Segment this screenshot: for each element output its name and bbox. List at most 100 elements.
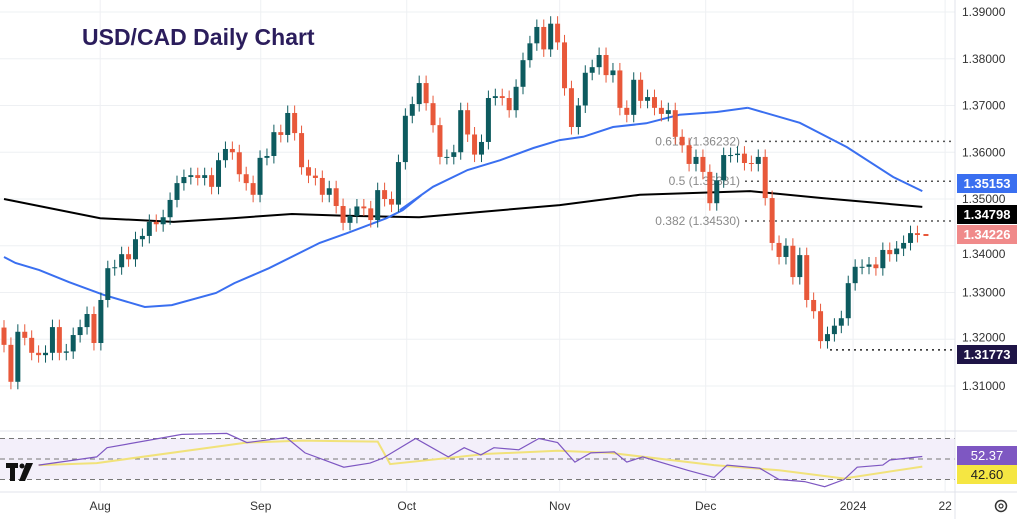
ma200-line: [3, 190, 923, 223]
candle-down: [368, 208, 374, 221]
y-tick-label: 1.38000: [962, 52, 1006, 66]
candle-up: [845, 283, 851, 319]
ma50-line: [3, 194, 422, 309]
candle-up: [139, 235, 145, 240]
candle-down: [679, 136, 685, 146]
candle-down: [638, 79, 644, 101]
candle-up: [824, 334, 830, 342]
candle-up: [264, 155, 270, 158]
y-tick-label: 1.32000: [962, 330, 1006, 344]
candle-up: [783, 245, 789, 257]
candle-up: [105, 268, 111, 300]
candle-down: [361, 206, 367, 209]
candle-up: [548, 23, 554, 50]
candle-down: [209, 175, 215, 187]
candle-up: [160, 217, 166, 225]
candle-up: [63, 351, 69, 353]
candle-up: [112, 267, 118, 269]
x-tick-label: Nov: [549, 499, 570, 513]
candle-up: [838, 318, 844, 326]
candle-down: [541, 26, 547, 50]
candle-up: [181, 177, 187, 184]
candle-up: [735, 153, 741, 156]
candle-up: [444, 156, 450, 158]
candle-down: [333, 188, 339, 207]
candle-up: [15, 331, 21, 382]
candle-down: [741, 153, 747, 164]
candle-up: [167, 199, 173, 218]
candle-up: [721, 155, 727, 181]
x-tick-label: Oct: [397, 499, 416, 513]
candle-down: [707, 171, 713, 204]
candle-up: [257, 157, 263, 195]
candle-up: [395, 162, 401, 205]
candle-up: [797, 255, 803, 278]
x-tick-label: 22: [938, 499, 952, 513]
settings-icon[interactable]: [994, 499, 1008, 513]
y-tick-label: 1.37000: [962, 99, 1006, 113]
ma50-price-tag: 1.35153: [957, 174, 1017, 193]
candle-down: [472, 134, 478, 155]
candle-up: [901, 242, 907, 249]
candle-down: [36, 352, 42, 356]
candle-up: [714, 180, 720, 204]
candle-up: [478, 141, 484, 155]
candle-down: [243, 174, 249, 184]
candle-up: [402, 115, 408, 163]
candle-down: [568, 88, 574, 128]
candle-up: [271, 132, 277, 156]
candle-down: [651, 97, 657, 108]
candle-up: [347, 215, 353, 223]
candle-down: [914, 233, 920, 235]
candle-down: [499, 96, 505, 99]
candle-up: [852, 266, 858, 284]
candle-up: [132, 239, 138, 260]
candle-down: [1, 327, 7, 345]
rsi-panel: [0, 432, 955, 488]
candle-up: [84, 314, 90, 328]
y-tick-label: 1.33000: [962, 286, 1006, 300]
candle-up: [866, 264, 872, 267]
candle-up: [119, 254, 125, 268]
candle-down: [790, 245, 796, 278]
candle-up: [894, 248, 900, 255]
candle-down: [195, 175, 201, 178]
rsi-value-tag: 52.37: [957, 446, 1017, 465]
candle-down: [624, 107, 630, 115]
candle-down: [617, 70, 623, 108]
candle-up: [77, 327, 83, 336]
candle-down: [873, 264, 879, 269]
candle-up: [492, 96, 498, 99]
candle-up: [326, 188, 332, 195]
candle-down: [8, 344, 14, 382]
candle-up: [174, 183, 180, 200]
fib-label: 0.5 (1.35381): [669, 174, 740, 188]
candle-down: [658, 107, 664, 114]
candle-down: [811, 299, 817, 312]
ma50-line: [747, 106, 923, 192]
candle-down: [389, 199, 395, 205]
candle-down: [465, 110, 471, 135]
candle-up: [416, 83, 422, 105]
candle-down: [776, 242, 782, 257]
candle-down: [319, 177, 325, 195]
fibonacci-levels: 0.618 (1.36232) 0.5 (1.35381) 0.382 (1.345…: [655, 134, 955, 351]
candle-up: [693, 156, 699, 164]
candle-up: [908, 233, 914, 243]
candle-up: [831, 325, 837, 335]
candle-down: [292, 112, 298, 134]
candle-down: [250, 183, 256, 195]
candle-up: [43, 352, 49, 356]
candle-down: [769, 198, 775, 243]
candle-up: [520, 60, 526, 87]
candle-up: [146, 221, 152, 236]
candle-up: [458, 110, 464, 153]
candle-down: [700, 156, 706, 172]
candle-down: [153, 221, 159, 225]
x-tick-label: Sep: [250, 499, 272, 513]
candle-down: [382, 190, 388, 199]
candle-up: [70, 335, 76, 352]
candle-up: [631, 79, 637, 115]
candle-up: [409, 104, 415, 116]
low-price-tag: 1.31773: [957, 345, 1017, 364]
